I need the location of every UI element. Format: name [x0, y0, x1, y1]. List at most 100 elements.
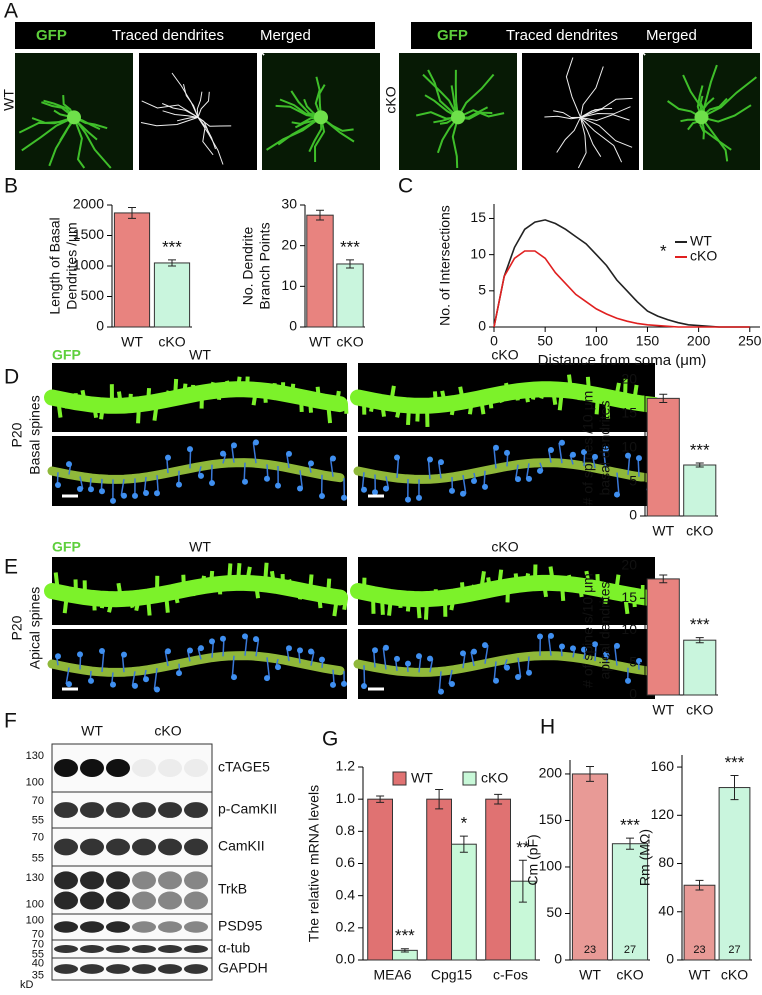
spine-head: [548, 632, 554, 639]
spine: [470, 584, 477, 594]
band: [106, 964, 130, 974]
mw-marker: 55: [32, 852, 44, 864]
spine-head: [416, 494, 422, 501]
bar: [646, 397, 680, 517]
spine: [255, 638, 260, 657]
bar: [306, 214, 334, 328]
band: [54, 921, 78, 933]
spine-head: [132, 682, 138, 689]
band: [106, 802, 130, 818]
spine: [263, 562, 269, 585]
spine-head: [449, 487, 455, 494]
x-tick-label: WT: [689, 967, 711, 983]
spine: [416, 598, 422, 619]
band: [132, 891, 156, 910]
spine: [427, 459, 431, 480]
bar: [426, 798, 453, 961]
spine: [134, 597, 141, 612]
spine: [254, 583, 261, 599]
spine-head: [636, 455, 642, 462]
bar: [718, 787, 751, 961]
dendrite: [580, 116, 623, 163]
spine: [227, 563, 233, 584]
spine-head: [187, 647, 193, 654]
spine: [497, 569, 504, 589]
spine: [515, 391, 520, 401]
spine-head: [504, 449, 510, 456]
row-label: cKO: [383, 86, 399, 113]
protein-label: p-CamKII: [218, 801, 277, 817]
band: [158, 759, 182, 777]
error-bar: [626, 837, 634, 850]
mw-marker: 130: [26, 872, 44, 884]
soma: [314, 110, 328, 125]
spine: [363, 665, 366, 687]
spine: [156, 475, 159, 494]
spine: [389, 385, 396, 404]
spine: [405, 598, 411, 612]
spine-head: [405, 496, 411, 503]
band: [80, 964, 104, 974]
spine: [224, 380, 231, 391]
dendrite: [47, 651, 345, 677]
spine-head: [77, 651, 83, 658]
band: [106, 871, 130, 890]
error-bar: [695, 462, 704, 468]
protein-label: GAPDH: [218, 960, 268, 976]
spine-head: [581, 646, 587, 653]
spine: [216, 390, 222, 401]
spine: [329, 458, 334, 477]
spine: [517, 657, 522, 678]
band: [54, 871, 78, 890]
spine: [236, 376, 242, 390]
band: [158, 802, 182, 818]
mw-marker: 55: [32, 948, 44, 960]
spine: [488, 395, 494, 409]
spine-head: [341, 680, 347, 687]
n-label: 23: [584, 944, 596, 956]
neuron-images: [15, 52, 760, 170]
group-label: cKO: [154, 723, 181, 739]
error-bar: [659, 574, 668, 584]
bar: [113, 212, 151, 328]
y-axis-label: basal dendrites: [597, 401, 613, 496]
spine: [547, 635, 552, 656]
y-tick-label: 1000: [73, 257, 104, 273]
row-label: Basal spines: [27, 395, 43, 474]
spine-head: [383, 485, 389, 492]
spine: [415, 405, 420, 422]
spine: [308, 398, 314, 413]
header: GFP: [36, 27, 67, 44]
x-tick-label: cKO: [721, 967, 748, 983]
spine-head: [526, 669, 532, 676]
dendrite: [580, 116, 633, 148]
mw-marker: 100: [26, 776, 44, 788]
spine-head: [548, 447, 554, 454]
error-bar: [659, 393, 668, 403]
band: [158, 891, 182, 910]
spine-head: [231, 674, 237, 681]
spine-head: [625, 452, 631, 459]
dendrite: [580, 106, 631, 118]
spine-head: [471, 648, 477, 655]
error-bar: [586, 766, 594, 782]
spine-head: [614, 642, 620, 649]
spine-head: [383, 644, 389, 651]
spine-head: [242, 478, 248, 485]
spine: [432, 391, 438, 406]
dendrite: [140, 116, 199, 127]
spine-head: [220, 450, 226, 457]
band: [158, 945, 182, 953]
significance: ***: [162, 237, 182, 256]
band: [158, 838, 182, 856]
spine: [371, 593, 376, 614]
spine-head: [88, 486, 94, 493]
spine: [603, 590, 609, 605]
spine-head: [559, 643, 565, 650]
x-tick-label: 100: [585, 333, 609, 349]
spine-head: [361, 486, 367, 493]
panel-label: C: [398, 175, 413, 198]
y-tick-label: 1.2: [336, 758, 356, 774]
series-line: [493, 250, 750, 328]
y-tick-label: 0: [629, 507, 637, 523]
